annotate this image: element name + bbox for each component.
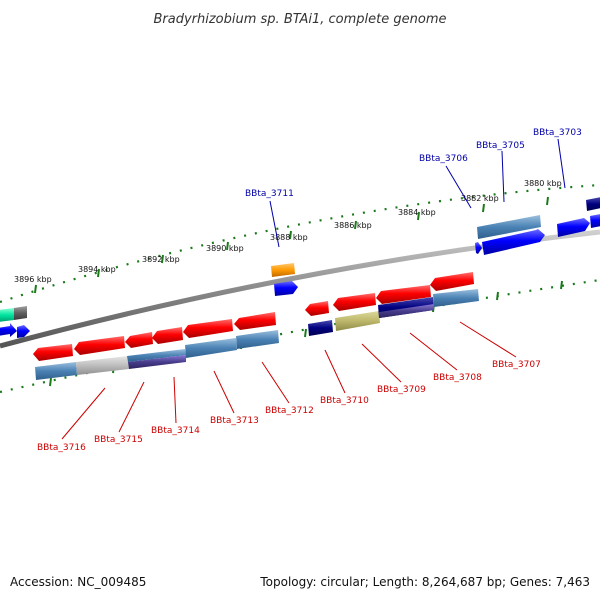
gene-arrow bbox=[590, 214, 600, 228]
kbp-label: 3890 kbp bbox=[206, 244, 244, 253]
gene-arrow bbox=[557, 218, 590, 237]
forward-strand-features bbox=[0, 197, 600, 322]
reverse-strand-features bbox=[35, 289, 479, 380]
kbp-label: 3892 kbp bbox=[142, 255, 180, 264]
accession-text: Accession: NC_009485 bbox=[10, 575, 146, 589]
gene-feature bbox=[127, 349, 186, 362]
gene-label: BBta_3714 bbox=[151, 426, 200, 436]
kbp-label: 3894 kbp bbox=[78, 265, 116, 274]
gene-feature bbox=[433, 289, 479, 307]
gene-arrow bbox=[333, 293, 376, 311]
outer-major-ticks bbox=[34, 196, 549, 294]
kbp-label: 3888 kbp bbox=[270, 233, 308, 242]
gene-arrow bbox=[475, 242, 482, 254]
gene-label: BBta_3710 bbox=[320, 396, 369, 406]
topology-text: Topology: circular; Length: 8,264,687 bp… bbox=[259, 575, 590, 589]
gene-feature bbox=[0, 308, 14, 322]
gene-label: BBta_3707 bbox=[492, 360, 541, 370]
gene-feature bbox=[271, 263, 295, 277]
gene-label: BBta_3715 bbox=[94, 435, 143, 445]
gene-label: BBta_3709 bbox=[377, 385, 426, 395]
gene-arrow bbox=[17, 325, 30, 338]
gene-arrow bbox=[152, 327, 183, 344]
gene-feature bbox=[335, 311, 380, 331]
gene-feature bbox=[76, 356, 129, 375]
gene-feature bbox=[477, 215, 541, 239]
gene-label: BBta_3716 bbox=[37, 443, 86, 453]
reverse-strand-arrows bbox=[33, 272, 474, 361]
kbp-label: 3880 kbp bbox=[524, 179, 562, 188]
gene-label: BBta_3712 bbox=[265, 406, 314, 416]
inner-major-ticks bbox=[49, 280, 563, 387]
gene-label: BBta_3713 bbox=[210, 416, 259, 426]
gene-label: BBta_3705 bbox=[476, 141, 525, 151]
gene-feature bbox=[185, 338, 237, 358]
gene-arrow bbox=[74, 336, 125, 355]
gene-arrow bbox=[125, 332, 153, 348]
gene-arrow bbox=[234, 312, 276, 330]
gene-arrow bbox=[274, 281, 298, 296]
gene-feature bbox=[379, 304, 434, 318]
gene-arrow bbox=[183, 319, 233, 338]
kbp-label: 3886 kbp bbox=[334, 221, 372, 230]
gene-label: BBta_3703 bbox=[533, 128, 582, 138]
kbp-scale-labels: 3896 kbp 3894 kbp 3892 kbp 3890 kbp 3888… bbox=[14, 179, 562, 284]
reverse-gene-labels: BBta_3716 BBta_3715 BBta_3714 BBta_3713 … bbox=[37, 321, 541, 453]
kbp-label: 3884 kbp bbox=[398, 208, 436, 217]
gene-arrow bbox=[0, 323, 17, 337]
kbp-label: 3896 kbp bbox=[14, 275, 52, 284]
gene-feature bbox=[586, 197, 600, 211]
gene-arrow bbox=[376, 285, 431, 304]
gene-feature bbox=[35, 362, 77, 380]
gene-label: BBta_3711 bbox=[245, 189, 294, 199]
gene-label: BBta_3708 bbox=[433, 373, 482, 383]
genome-title: Bradyrhizobium sp. BTAi1, complete genom… bbox=[153, 12, 446, 27]
gene-arrow bbox=[33, 344, 73, 361]
forward-strand-arrows bbox=[0, 214, 600, 338]
gene-label: BBta_3706 bbox=[419, 154, 468, 164]
gene-arrow bbox=[430, 272, 474, 291]
genome-backbone bbox=[0, 229, 600, 349]
gene-feature bbox=[308, 320, 333, 336]
inner-scale-ring bbox=[0, 278, 600, 394]
kbp-label: 3882 kbp bbox=[461, 194, 499, 203]
gene-arrow bbox=[482, 229, 545, 255]
gene-arrow bbox=[305, 301, 329, 316]
gene-feature bbox=[236, 330, 279, 349]
gene-feature bbox=[128, 355, 186, 369]
gene-feature bbox=[14, 306, 27, 320]
forward-gene-labels: BBta_3711 BBta_3706 BBta_3705 BBta_3703 bbox=[245, 128, 582, 248]
outer-scale-ring bbox=[0, 183, 600, 304]
